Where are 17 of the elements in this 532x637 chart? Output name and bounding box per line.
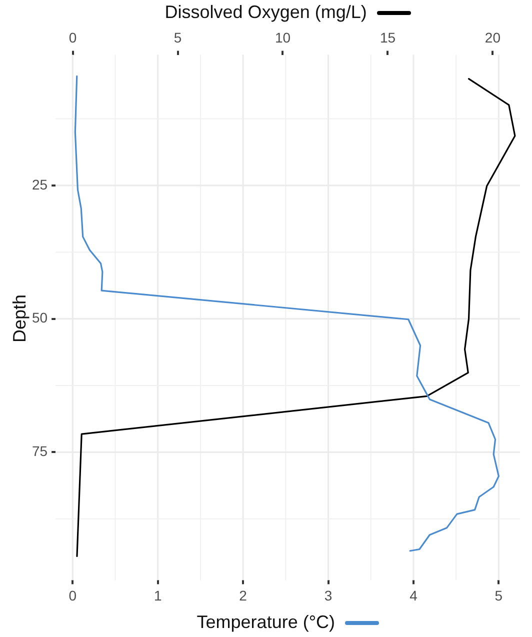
x2-tick-label: 15: [380, 29, 396, 46]
x2-tick-label: 0: [68, 29, 77, 46]
x2-tick-label: 20: [484, 29, 501, 46]
x-tick-label: 5: [494, 587, 503, 604]
x2-tick-label: 10: [274, 29, 291, 46]
x-tick-label: 2: [239, 587, 248, 604]
x-tick-label: 0: [68, 587, 77, 604]
y-tick-label: 50: [32, 310, 48, 326]
y-tick-label: 25: [32, 176, 48, 192]
x-tick-label: 3: [324, 587, 332, 604]
x-tick-label: 4: [410, 587, 418, 604]
y-axis-title: Depth: [10, 294, 31, 342]
x-tick-label: 1: [154, 587, 162, 604]
x2-axis-title: Dissolved Oxygen (mg/L): [164, 2, 367, 23]
x-axis-title: Temperature (°C): [196, 612, 336, 633]
x2-tick-label: 5: [174, 29, 182, 46]
y-tick-label: 75: [32, 443, 48, 460]
